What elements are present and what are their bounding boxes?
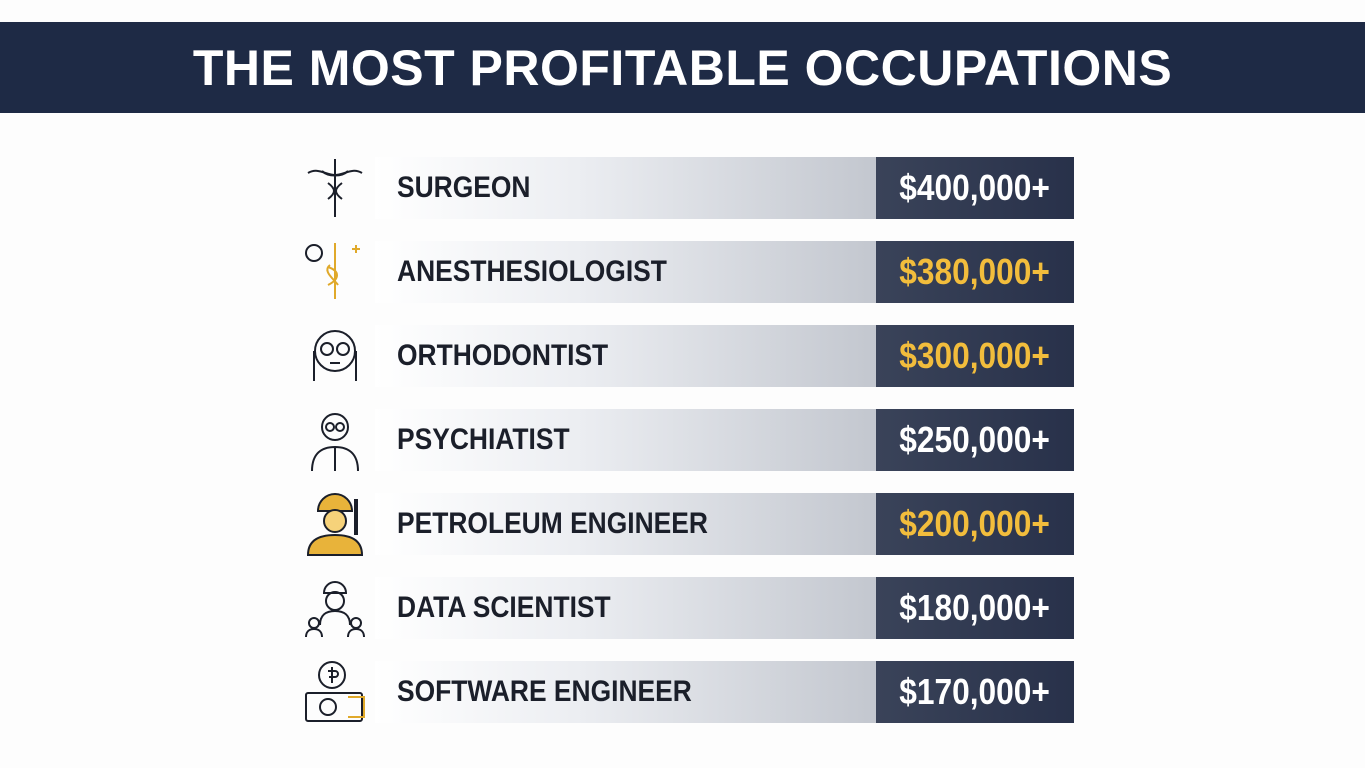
salary-box: $300,000+: [876, 325, 1074, 387]
salary: $300,000+: [899, 335, 1051, 376]
occupation-row: ORTHODONTIST $300,000+: [300, 325, 1074, 387]
salary-box: $180,000+: [876, 577, 1074, 639]
occupation-icon: [313, 330, 357, 381]
title: THE MOST PROFITABLE OCCUPATIONS: [192, 39, 1173, 96]
salary-box: $250,000+: [876, 409, 1074, 471]
name-bar: ORTHODONTIST: [375, 325, 876, 387]
occupation-name: SURGEON: [397, 171, 531, 204]
salary: $180,000+: [899, 587, 1051, 628]
salary-box: $200,000+: [876, 493, 1074, 555]
occupation-name: PSYCHIATIST: [397, 423, 570, 456]
salary: $380,000+: [899, 251, 1051, 292]
occupation-row: SOFTWARE ENGINEER $170,000+: [300, 661, 1074, 723]
occupation-icon: [307, 159, 363, 217]
occupation-name: ANESTHESIOLOGIST: [397, 255, 667, 288]
name-bar: PSYCHIATIST: [375, 409, 876, 471]
occupation-icon: [305, 661, 365, 722]
occupation-name: DATA SCIENTIST: [397, 591, 611, 624]
occupation-name: ORTHODONTIST: [397, 339, 609, 372]
salary: $400,000+: [899, 167, 1051, 208]
occupation-icon: [306, 493, 364, 556]
occupation-name: PETROLEUM ENGINEER: [397, 507, 708, 540]
occupation-name: SOFTWARE ENGINEER: [397, 675, 692, 708]
occupation-row: SURGEON $400,000+: [300, 157, 1074, 219]
name-bar: SOFTWARE ENGINEER: [375, 661, 876, 723]
occupation-row: PSYCHIATIST $250,000+: [300, 409, 1074, 472]
name-bar: SURGEON: [375, 157, 876, 219]
salary-box: $170,000+: [876, 661, 1074, 723]
salary: $200,000+: [899, 503, 1051, 544]
occupation-row: ANESTHESIOLOGIST $380,000+: [300, 241, 1074, 303]
salary: $250,000+: [899, 419, 1051, 460]
title-banner: THE MOST PROFITABLE OCCUPATIONS: [0, 22, 1365, 113]
occupation-row: DATA SCIENTIST $180,000+: [300, 577, 1074, 639]
salary: $170,000+: [899, 671, 1051, 712]
salary-box: $380,000+: [876, 241, 1074, 303]
occupation-icon: [305, 581, 365, 638]
name-bar: ANESTHESIOLOGIST: [375, 241, 876, 303]
occupation-row: PETROLEUM ENGINEER $200,000+: [300, 493, 1074, 556]
occupation-icon: [311, 413, 359, 472]
salary-box: $400,000+: [876, 157, 1074, 219]
occupation-icon: [305, 243, 360, 299]
name-bar: DATA SCIENTIST: [375, 577, 876, 639]
name-bar: PETROLEUM ENGINEER: [375, 493, 876, 555]
